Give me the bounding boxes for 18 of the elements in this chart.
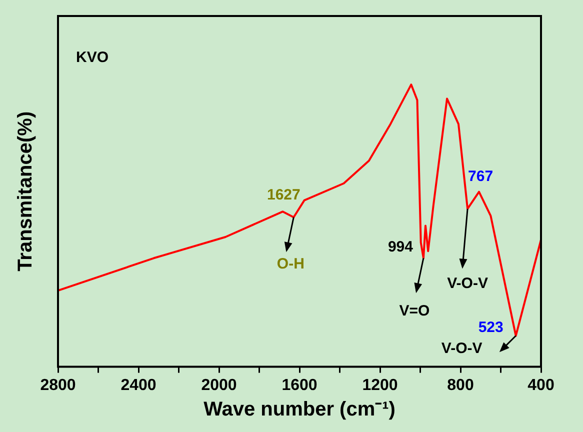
x-tick-label: 2400 <box>120 376 156 394</box>
annotation: 994 <box>388 238 414 256</box>
x-tick-label: 2800 <box>40 376 76 394</box>
x-tick-label: 1600 <box>282 376 318 394</box>
text: KVO <box>76 49 109 66</box>
annotation: 767 <box>468 168 494 185</box>
x-tick-label: 800 <box>447 376 474 394</box>
annotation: V-O-V <box>447 274 488 292</box>
x-tick-label: 400 <box>528 376 554 394</box>
annotation: 1627 <box>266 186 300 204</box>
x-tick-label: 1200 <box>362 376 398 394</box>
annotation: 523 <box>478 318 504 336</box>
x-axis-title: Wave number (cm⁻¹) <box>204 398 396 421</box>
annotation: V=O <box>399 302 430 320</box>
annotation: V-O-V <box>441 340 482 357</box>
annotation: O-H <box>276 255 304 272</box>
y-axis-title: Transmitance(%) <box>14 111 37 272</box>
x-tick-label: 2000 <box>201 376 237 394</box>
